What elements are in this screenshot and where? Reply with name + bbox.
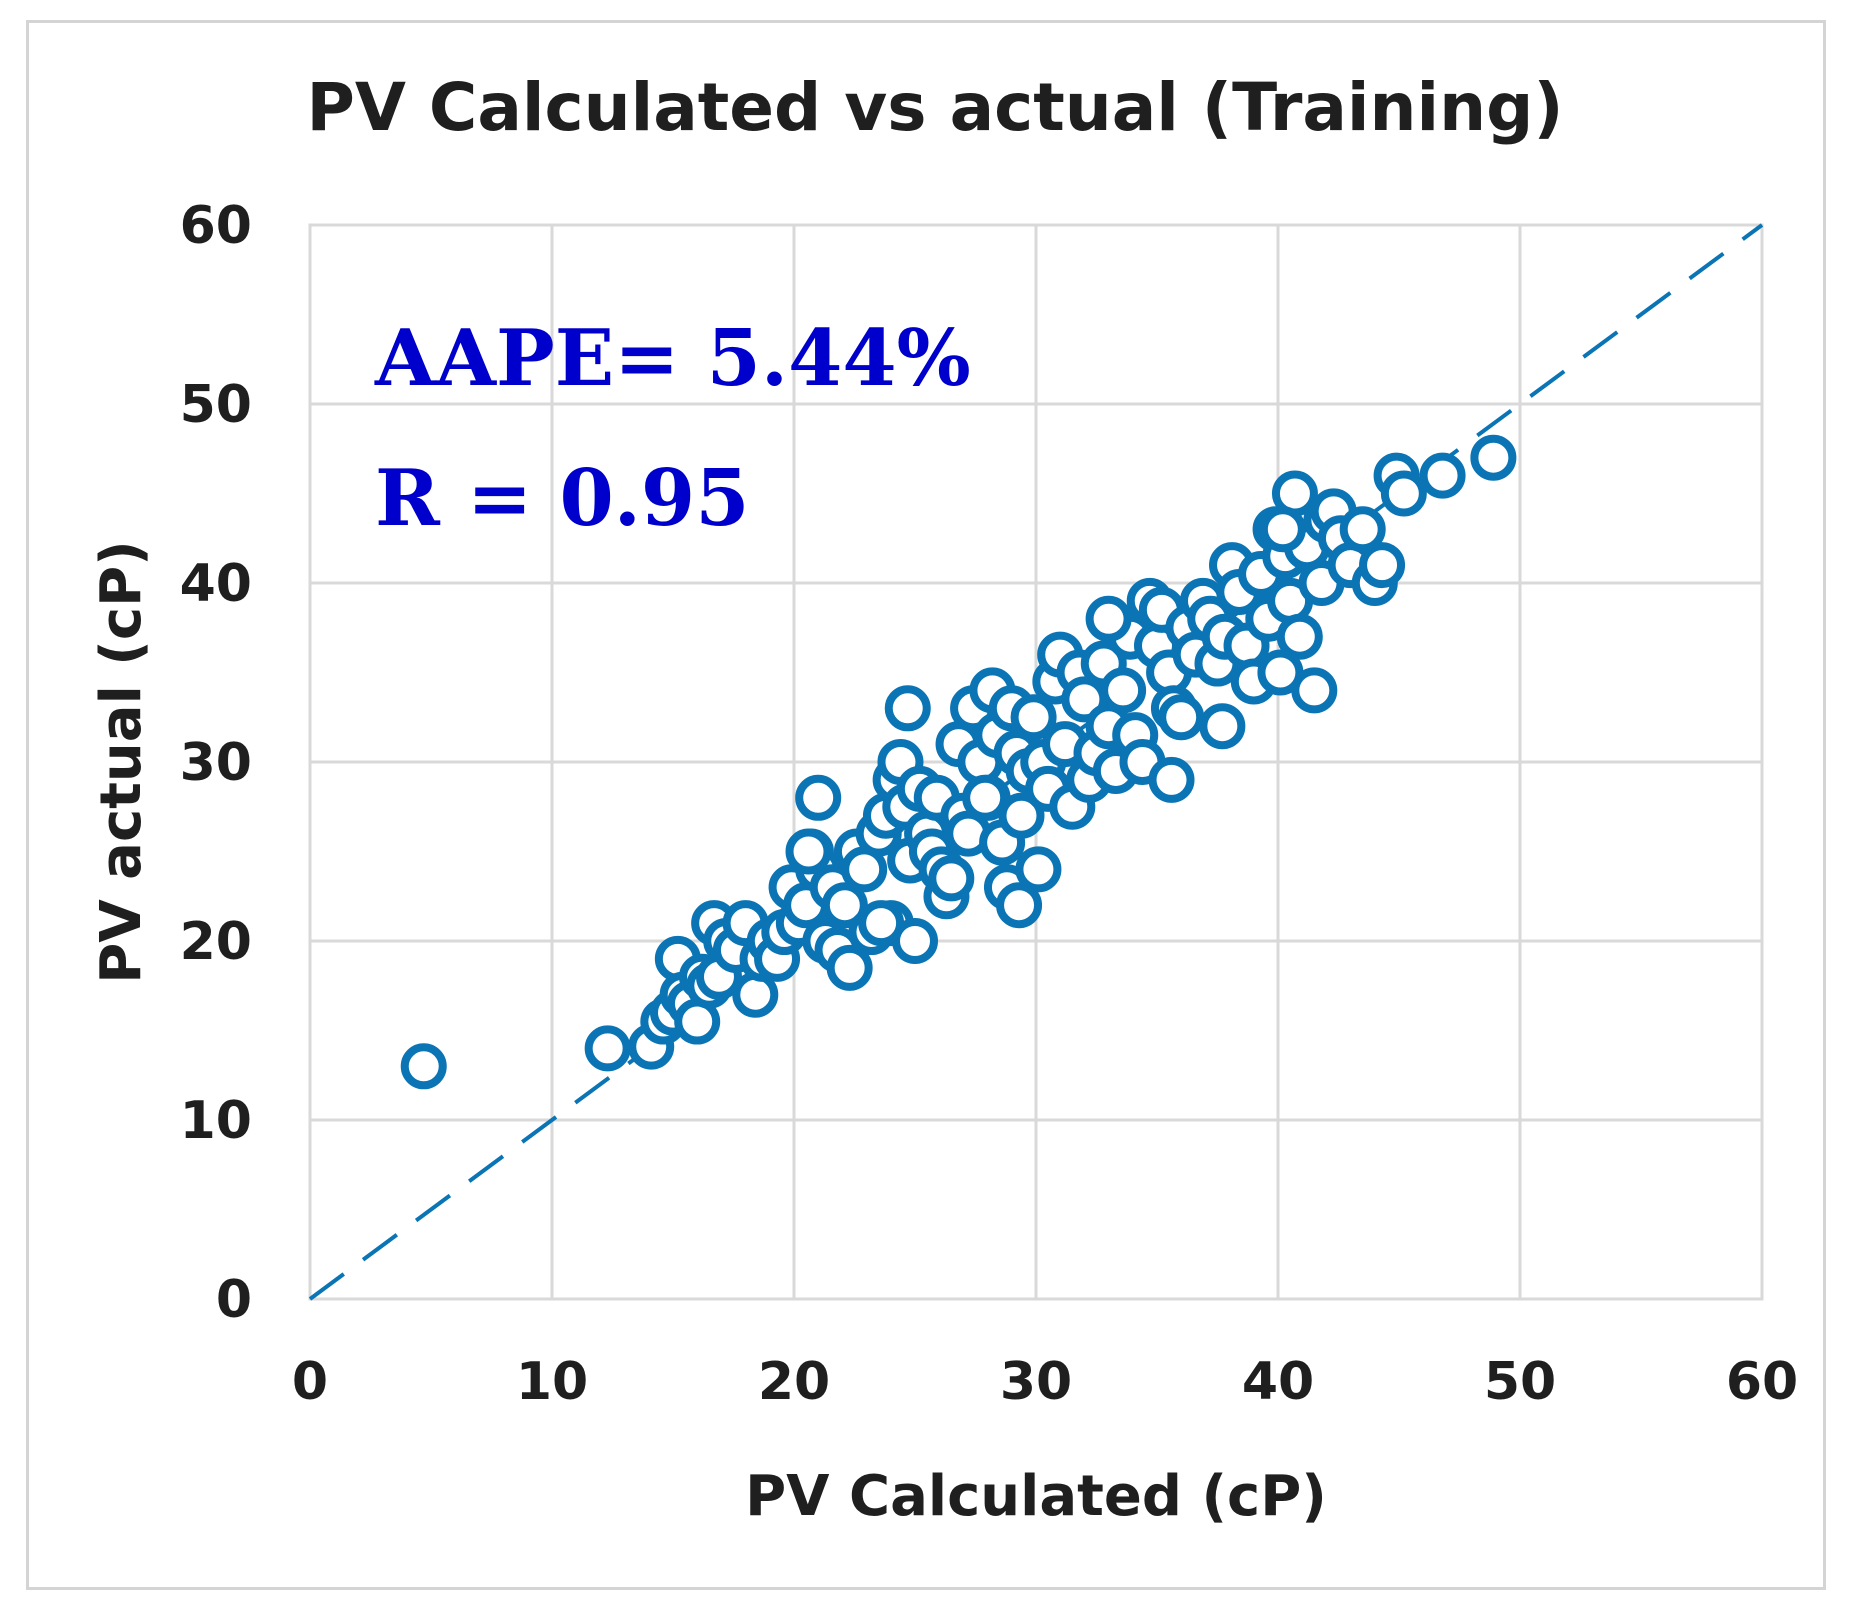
y-tick-label: 20 — [180, 912, 252, 972]
y-tick-label: 10 — [180, 1091, 252, 1151]
chart-title: PV Calculated vs actual (Training) — [306, 69, 1563, 146]
data-point — [1380, 470, 1427, 517]
y-tick-labels: 0 10 20 30 40 50 60 — [180, 196, 252, 1330]
data-point — [1291, 667, 1338, 714]
data-point — [584, 1025, 631, 1072]
data-point — [1100, 667, 1147, 714]
x-tick-label: 0 — [292, 1352, 328, 1412]
x-tick-labels: 0 10 20 30 40 50 60 — [292, 1352, 1798, 1412]
x-tick-label: 20 — [758, 1352, 830, 1412]
data-point — [1010, 694, 1057, 741]
x-tick-label: 10 — [516, 1352, 588, 1412]
y-axis-label: PV actual (cP) — [89, 540, 154, 983]
data-point — [1359, 542, 1406, 589]
data-point — [400, 1043, 447, 1090]
data-point — [892, 918, 938, 964]
annotation-aape: AAPE= 5.44% — [374, 313, 971, 404]
points-layer — [400, 434, 1517, 1090]
data-point — [1419, 452, 1466, 499]
data-point — [1199, 703, 1246, 750]
data-point — [884, 685, 931, 732]
data-point — [821, 882, 868, 929]
data-point — [1015, 846, 1062, 893]
data-point — [1339, 506, 1386, 553]
x-tick-label: 60 — [1726, 1352, 1798, 1412]
data-point — [1257, 649, 1304, 696]
data-point — [998, 792, 1045, 839]
annotation-r: R = 0.95 — [375, 453, 749, 544]
data-point — [1259, 506, 1306, 553]
y-tick-label: 40 — [180, 554, 252, 614]
y-tick-label: 0 — [216, 1270, 252, 1330]
data-point — [795, 774, 842, 821]
data-point — [1085, 595, 1132, 642]
data-point — [928, 855, 975, 902]
data-point — [1158, 694, 1205, 741]
data-point — [996, 882, 1043, 929]
y-tick-label: 50 — [180, 375, 252, 435]
data-point — [826, 944, 873, 991]
x-tick-label: 40 — [1242, 1352, 1314, 1412]
x-tick-label: 30 — [1000, 1352, 1072, 1412]
data-point — [732, 971, 779, 1018]
data-point — [1470, 434, 1517, 481]
data-point — [858, 900, 905, 947]
x-tick-label: 50 — [1484, 1352, 1556, 1412]
data-point — [1148, 756, 1195, 803]
y-tick-label: 60 — [180, 196, 252, 256]
data-point — [962, 774, 1009, 821]
plot-area — [308, 223, 1764, 1301]
x-axis-label: PV Calculated (cP) — [745, 1464, 1327, 1529]
y-tick-label: 30 — [180, 733, 252, 793]
data-point — [1276, 613, 1323, 660]
data-point — [785, 828, 832, 875]
reference-line-y-equals-x — [308, 223, 1764, 1301]
